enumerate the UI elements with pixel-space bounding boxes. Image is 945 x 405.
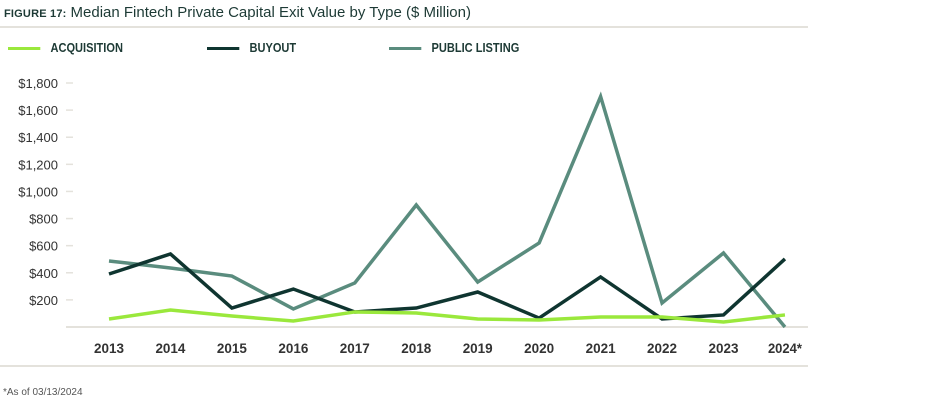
series-line-public-listing: [108, 91, 787, 329]
x-tick-label: 2014: [155, 340, 185, 356]
x-tick-label: 2018: [401, 340, 431, 356]
y-tick-label: $1,600: [18, 103, 58, 118]
x-tick-label: 2013: [94, 340, 124, 356]
y-tick-label: $600: [29, 239, 58, 254]
legend-label: PUBLIC LISTING: [431, 40, 520, 55]
y-tick-label: $400: [29, 266, 58, 281]
footnote: *As of 03/13/2024: [3, 387, 83, 398]
x-tick-label: 2024*: [768, 340, 803, 356]
series-line-acquisition: [108, 308, 786, 324]
legend-swatch: [389, 47, 422, 51]
legend-label: BUYOUT: [249, 40, 297, 55]
x-tick-label: 2022: [647, 340, 677, 356]
y-tick-label: $200: [29, 293, 58, 308]
legend-public-listing: PUBLIC LISTING: [389, 40, 519, 55]
x-tick-label: 2020: [524, 340, 554, 356]
x-tick-label: 2023: [709, 340, 739, 356]
legend-label: ACQUISITION: [50, 40, 123, 55]
legend-swatch: [207, 47, 240, 51]
bottom-divider: [0, 365, 808, 367]
x-tick-label: 2016: [278, 340, 308, 356]
figure-label: FIGURE 17:: [4, 8, 67, 20]
x-tick-label: 2021: [586, 340, 616, 356]
legend-swatch: [8, 47, 41, 51]
y-tick-label: $1,200: [18, 157, 58, 172]
title-divider: [0, 26, 808, 28]
y-tick-label: $1,800: [18, 76, 58, 91]
y-tick-label: $1,000: [18, 184, 58, 199]
legend-buyout: BUYOUT: [207, 40, 296, 55]
title-text: Median Fintech Private Capital Exit Valu…: [70, 4, 471, 21]
x-tick-label: 2017: [340, 340, 370, 356]
x-tick-label: 2019: [463, 340, 493, 356]
y-tick-label: $1,400: [18, 130, 58, 145]
y-tick-label: $800: [29, 212, 58, 227]
chart-title: FIGURE 17: Median Fintech Private Capital…: [4, 4, 471, 21]
x-tick-label: 2015: [217, 340, 247, 356]
legend-acquisition: ACQUISITION: [8, 40, 123, 55]
